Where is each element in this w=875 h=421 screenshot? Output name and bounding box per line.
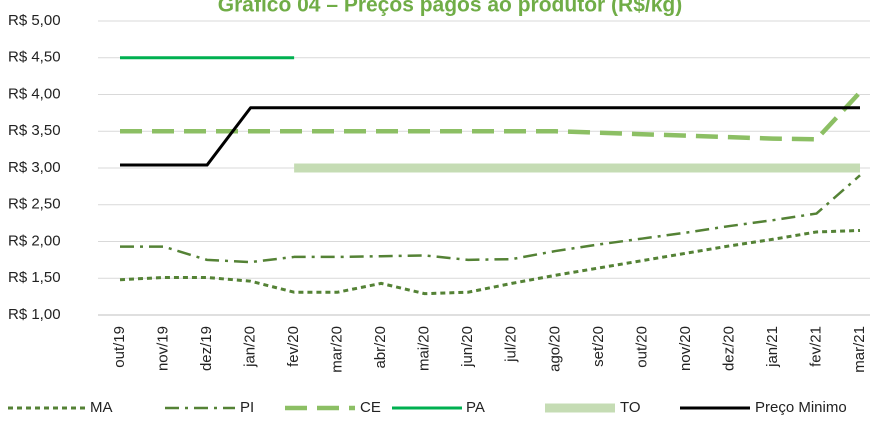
- y-tick-label: R$ 2,00: [8, 232, 61, 249]
- x-tick-label: jan/21: [764, 326, 781, 368]
- x-tick-label: fev/21: [807, 326, 824, 367]
- y-tick-label: R$ 3,00: [8, 159, 61, 176]
- y-tick-label: R$ 2,50: [8, 196, 61, 213]
- x-tick-label: mai/20: [416, 326, 433, 371]
- x-tick-label: out/20: [633, 326, 650, 368]
- y-tick-label: R$ 1,50: [8, 269, 61, 286]
- y-tick-label: R$ 4,50: [8, 49, 61, 66]
- series-line: [120, 106, 860, 167]
- legend-label: TO: [620, 399, 641, 416]
- x-tick-label: abr/20: [372, 326, 389, 369]
- x-tick-label: dez/20: [720, 326, 737, 371]
- y-tick-label: R$ 1,00: [8, 306, 61, 323]
- x-tick-label: jul/20: [503, 326, 520, 363]
- series-line: [120, 90, 862, 142]
- x-tick-label: jan/20: [242, 326, 259, 368]
- legend-label: Preço Minimo: [755, 399, 847, 416]
- x-tick-label: mar/20: [329, 326, 346, 373]
- x-tick-label: nov/20: [677, 326, 694, 371]
- x-tick-label: nov/19: [154, 326, 171, 371]
- x-tick-label: jun/20: [459, 326, 476, 368]
- legend-label: PI: [240, 399, 254, 416]
- x-tick-label: mar/21: [851, 326, 868, 373]
- legend-label: PA: [466, 399, 485, 416]
- x-tick-label: ago/20: [546, 326, 563, 372]
- y-tick-label: R$ 4,00: [8, 85, 61, 102]
- legend-label: MA: [90, 399, 113, 416]
- y-tick-label: R$ 3,50: [8, 122, 61, 139]
- x-tick-label: dez/19: [198, 326, 215, 371]
- x-tick-label: fev/20: [285, 326, 302, 367]
- x-tick-label: out/19: [111, 326, 128, 368]
- chart-title: Gráfico 04 – Preços pagos ao produtor (R…: [218, 0, 682, 17]
- y-tick-label: R$ 5,00: [8, 12, 61, 29]
- x-tick-label: set/20: [590, 326, 607, 367]
- legend-label: CE: [360, 399, 381, 416]
- series-line: [119, 228, 861, 296]
- series-line: [120, 174, 861, 264]
